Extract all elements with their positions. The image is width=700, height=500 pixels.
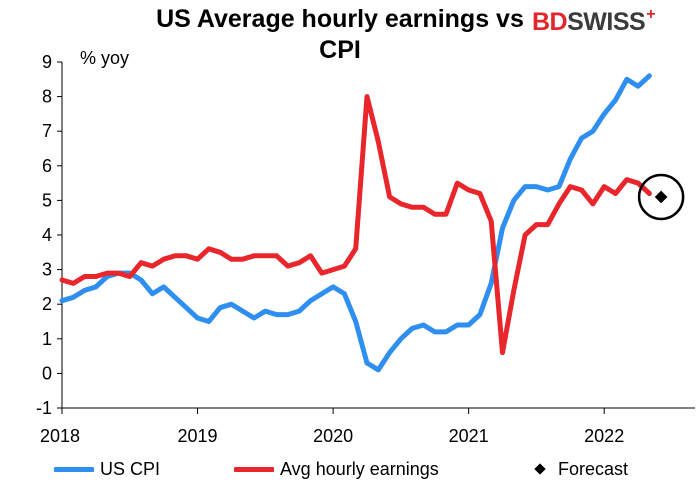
series-line-us-cpi bbox=[59, 73, 652, 373]
y-tick-label-5: 4 bbox=[42, 225, 52, 245]
y-tick-label-8: 7 bbox=[42, 121, 52, 141]
legend-label-forecast: Forecast bbox=[558, 458, 629, 479]
series-line-avg-hourly-earnings bbox=[59, 94, 652, 356]
legend-swatch-avg-hourly-earnings bbox=[234, 466, 274, 472]
y-tick-label-7: 6 bbox=[42, 156, 52, 176]
y-tick-label-9: 8 bbox=[42, 87, 52, 107]
legend-label-us-cpi: US CPI bbox=[100, 458, 161, 479]
legend-item-forecast: Forecast bbox=[534, 456, 629, 482]
legend-item-us-cpi: US CPI bbox=[54, 456, 160, 482]
legend: US CPI Avg hourly earnings Forecast bbox=[0, 456, 700, 482]
forecast-circle-annotation bbox=[637, 173, 685, 221]
x-tick-label-0: 2018 bbox=[40, 426, 80, 446]
y-tick-label-10: 9 bbox=[42, 52, 52, 72]
chart-title: US Average hourly earnings vs CPI bbox=[156, 5, 524, 64]
x-tick-label-4: 2022 bbox=[584, 426, 624, 446]
forecast-point bbox=[654, 190, 668, 204]
legend-swatch-forecast bbox=[534, 463, 546, 475]
y-tick-label-4: 3 bbox=[42, 260, 52, 280]
chart: -1 0 1 2 3 4 5 6 7 8 9 2018 2019 2020 2021 2022 % yoy bbox=[36, 48, 695, 446]
y-axis-label: % yoy bbox=[80, 48, 129, 68]
y-tick-label-3: 2 bbox=[42, 294, 52, 314]
x-tick-label-1: 2019 bbox=[178, 426, 218, 446]
legend-label-avg-hourly-earnings: Avg hourly earnings bbox=[280, 458, 439, 479]
legend-swatch-us-cpi bbox=[54, 466, 94, 472]
y-tick-label-1: 0 bbox=[42, 363, 52, 383]
y-tick-label-2: 1 bbox=[42, 329, 52, 349]
x-tick-label-2: 2020 bbox=[313, 426, 353, 446]
brand-logo: BDSWISS+ bbox=[532, 6, 656, 36]
legend-item-avg-hourly-earnings: Avg hourly earnings bbox=[234, 456, 439, 482]
x-tick-label-3: 2021 bbox=[449, 426, 489, 446]
y-tick-label-0: -1 bbox=[36, 398, 52, 418]
y-tick-label-6: 5 bbox=[42, 190, 52, 210]
